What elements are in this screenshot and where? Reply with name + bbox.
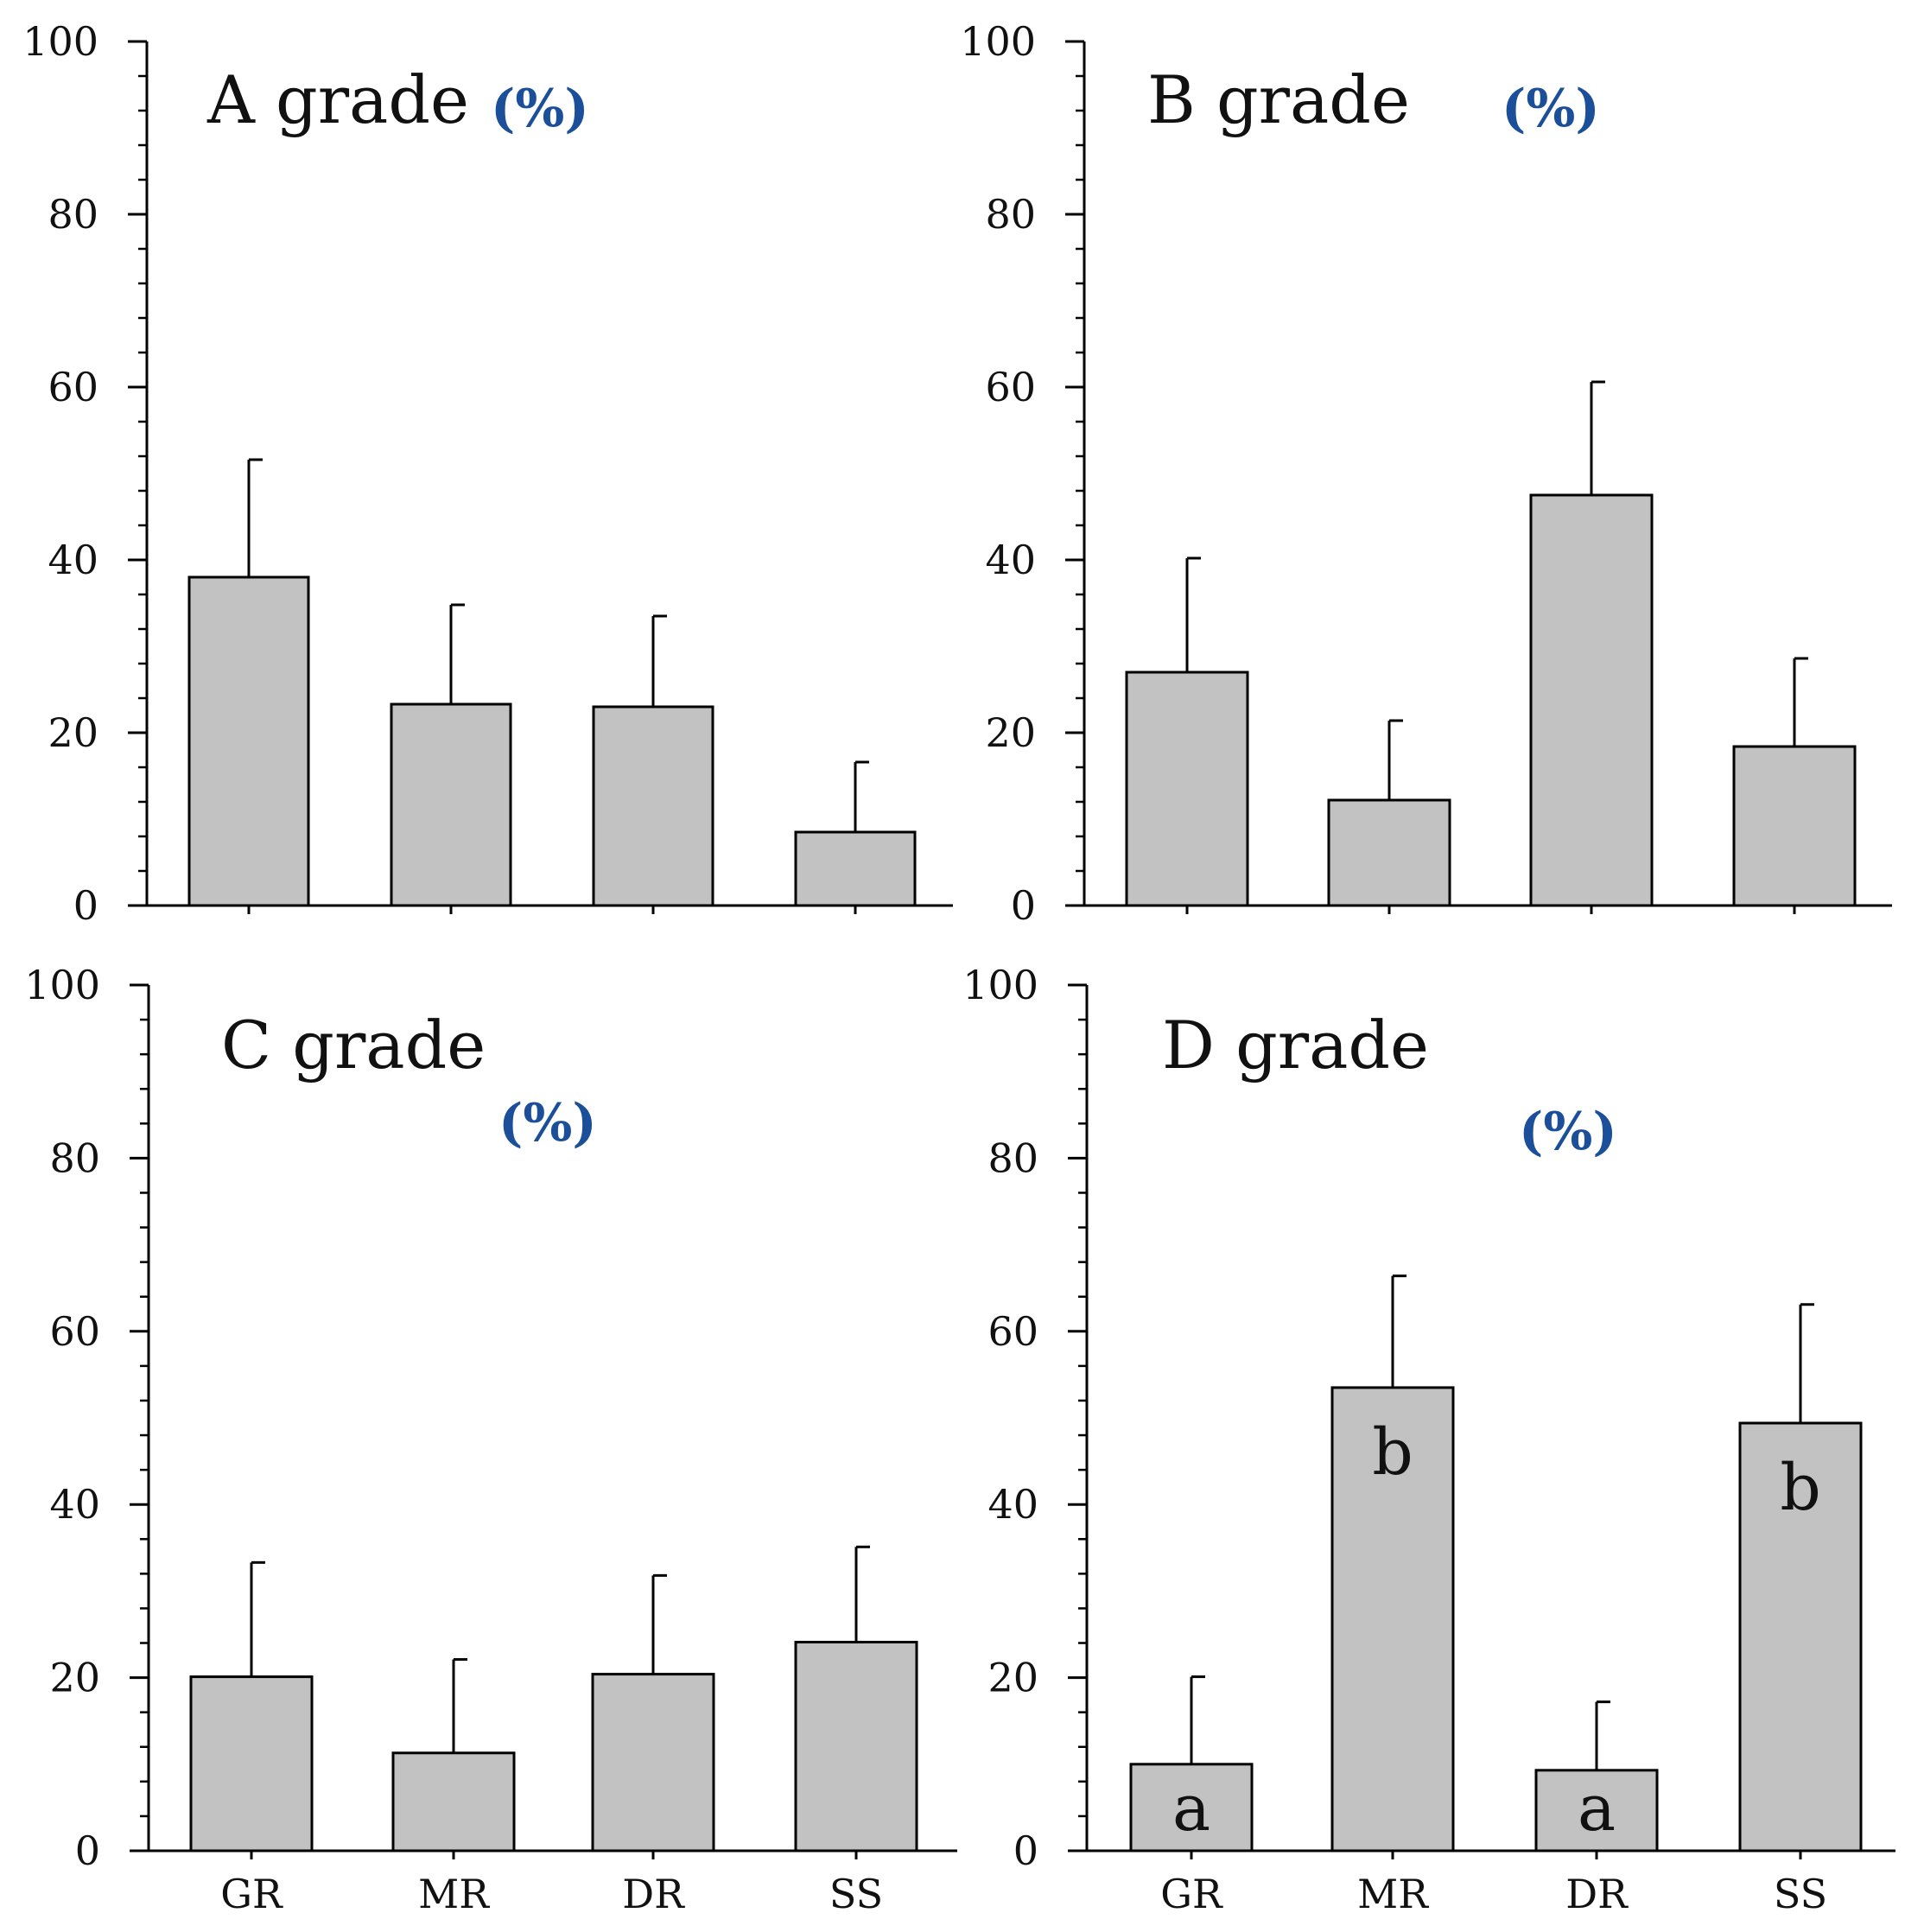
chart-panel-c-grade: 0 20 40 60 80 100 GR MR DR SS C grade(%)	[24, 962, 957, 1917]
significance-letter: a	[1578, 1771, 1616, 1846]
x-category-label-dr: DR	[1565, 1871, 1629, 1917]
bar-dr	[1534, 1769, 1659, 1853]
y-tick-label: 40	[49, 1481, 100, 1528]
y-tick-label: 80	[985, 191, 1036, 238]
significance-letter: b	[1780, 1451, 1820, 1525]
unit-label: (%)	[1502, 79, 1600, 139]
chart-panel-d-grade: a b a b 0 20 40 60 80 100 GR MR DR SS D grade (%)	[962, 962, 1895, 1917]
y-tick-label: 60	[48, 364, 98, 410]
bar-gr	[189, 1675, 314, 1853]
bar-ss	[1732, 745, 1857, 907]
bar-mr	[1330, 1386, 1455, 1853]
y-tick-label: 20	[985, 709, 1036, 756]
y-tick-label: 0	[1011, 882, 1036, 929]
x-category-label-gr: GR	[220, 1871, 283, 1917]
y-tick-label: 60	[987, 1308, 1038, 1355]
chart-panel-a-grade: 0 20 40 60 80 100 A grade (%)	[22, 18, 953, 929]
panel-title: B grade	[1147, 61, 1410, 138]
y-tick-label: 40	[985, 537, 1036, 583]
y-tick-label: 40	[48, 537, 98, 583]
significance-letter: b	[1372, 1415, 1413, 1490]
y-tick-label: 80	[48, 191, 98, 238]
x-category-label-dr: DR	[622, 1871, 685, 1917]
y-tick-label: 80	[987, 1134, 1038, 1181]
bar-gr	[187, 575, 310, 907]
bar-ss	[1738, 1421, 1863, 1853]
bar-ss	[794, 830, 917, 907]
x-category-label-mr: MR	[418, 1871, 490, 1917]
y-tick-label: 0	[1013, 1827, 1038, 1874]
y-tick-label: 100	[960, 18, 1036, 65]
y-tick-label: 0	[75, 1827, 100, 1874]
bar-dr	[1529, 493, 1654, 907]
unit-label: (%)	[1519, 1102, 1617, 1162]
unit-label: (%)	[498, 1093, 597, 1153]
bar-mr	[391, 1751, 516, 1853]
y-tick-label: 0	[73, 882, 98, 929]
y-tick-label: 80	[49, 1134, 100, 1181]
y-tick-label: 60	[49, 1308, 100, 1355]
panel-title: A grade	[206, 61, 469, 138]
bar-mr	[1327, 798, 1451, 907]
y-tick-label: 100	[24, 962, 100, 1008]
y-tick-label: 20	[987, 1655, 1038, 1701]
x-category-label-ss: SS	[829, 1871, 883, 1917]
bar-mr	[390, 702, 512, 907]
y-tick-label: 20	[48, 709, 98, 756]
y-tick-label: 40	[987, 1481, 1038, 1528]
x-category-label-gr: GR	[1160, 1871, 1223, 1917]
bar-dr	[591, 1673, 715, 1853]
panel-title: D grade	[1162, 1007, 1429, 1084]
y-tick-label: 60	[985, 364, 1036, 410]
panel-title: C grade	[221, 1007, 486, 1084]
y-tick-label: 100	[22, 18, 98, 65]
x-category-label-ss: SS	[1774, 1871, 1827, 1917]
y-tick-label: 20	[49, 1655, 100, 1701]
x-category-label-mr: MR	[1357, 1871, 1429, 1917]
bar-ss	[794, 1641, 918, 1853]
bar-gr	[1125, 670, 1249, 907]
bar-dr	[592, 705, 714, 907]
y-tick-label: 100	[962, 962, 1038, 1008]
significance-letter: a	[1172, 1771, 1210, 1846]
unit-label: (%)	[491, 79, 589, 139]
chart-panel-b-grade: 0 20 40 60 80 100 B grade (%)	[960, 18, 1892, 929]
bar-gr	[1129, 1763, 1254, 1853]
